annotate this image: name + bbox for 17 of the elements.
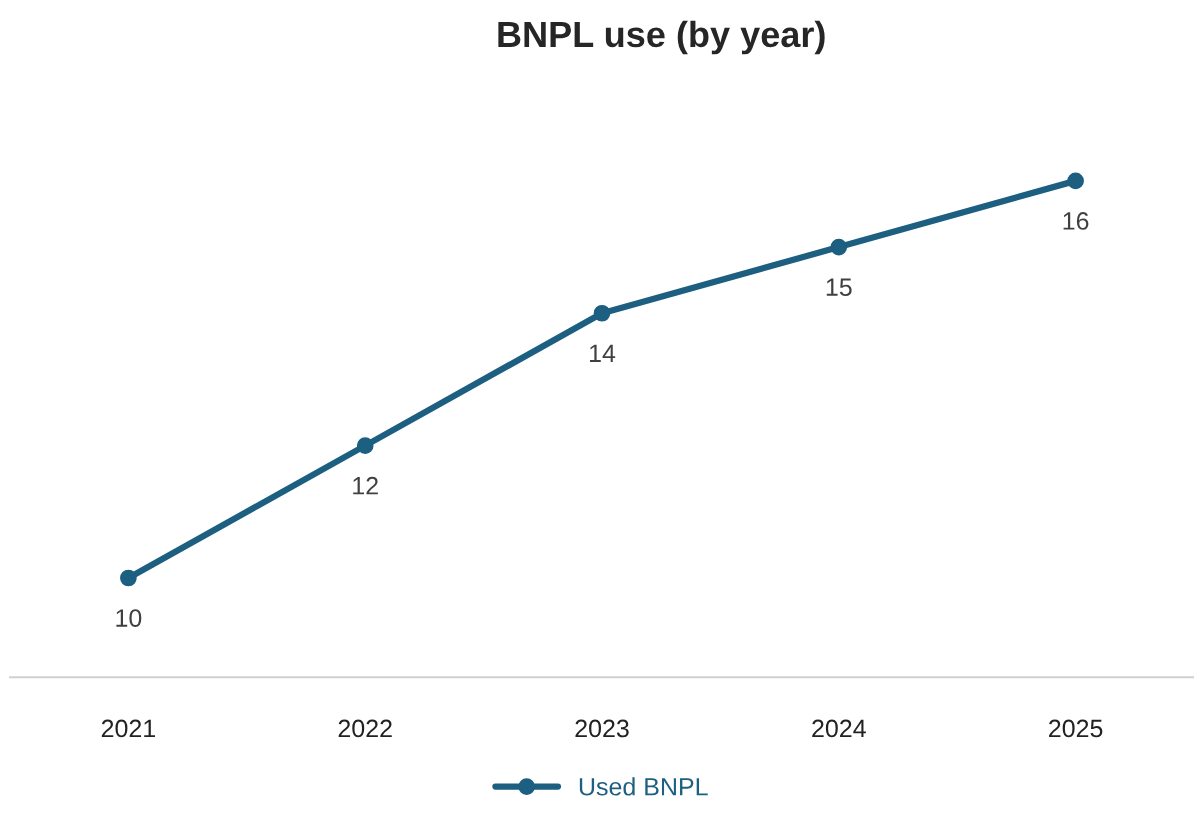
legend-label: Used BNPL <box>579 777 708 796</box>
data-label: 15 <box>826 278 852 296</box>
x-tick-label: 2024 <box>812 719 866 738</box>
point <box>356 437 374 454</box>
data-label: 16 <box>1063 212 1089 230</box>
data-label: 12 <box>353 476 378 495</box>
point <box>1067 172 1084 190</box>
data-label: 10 <box>116 609 142 627</box>
point <box>120 569 137 587</box>
point <box>593 304 611 322</box>
chart-title: BNPL use (by year) <box>498 20 825 55</box>
x-tick-label: 2021 <box>101 719 155 738</box>
x-tick-label: 2023 <box>575 719 629 738</box>
point <box>830 238 848 256</box>
x-tick-label: 2022 <box>338 719 392 738</box>
data-label: 14 <box>590 344 616 362</box>
x-tick-label: 2025 <box>1049 719 1103 738</box>
